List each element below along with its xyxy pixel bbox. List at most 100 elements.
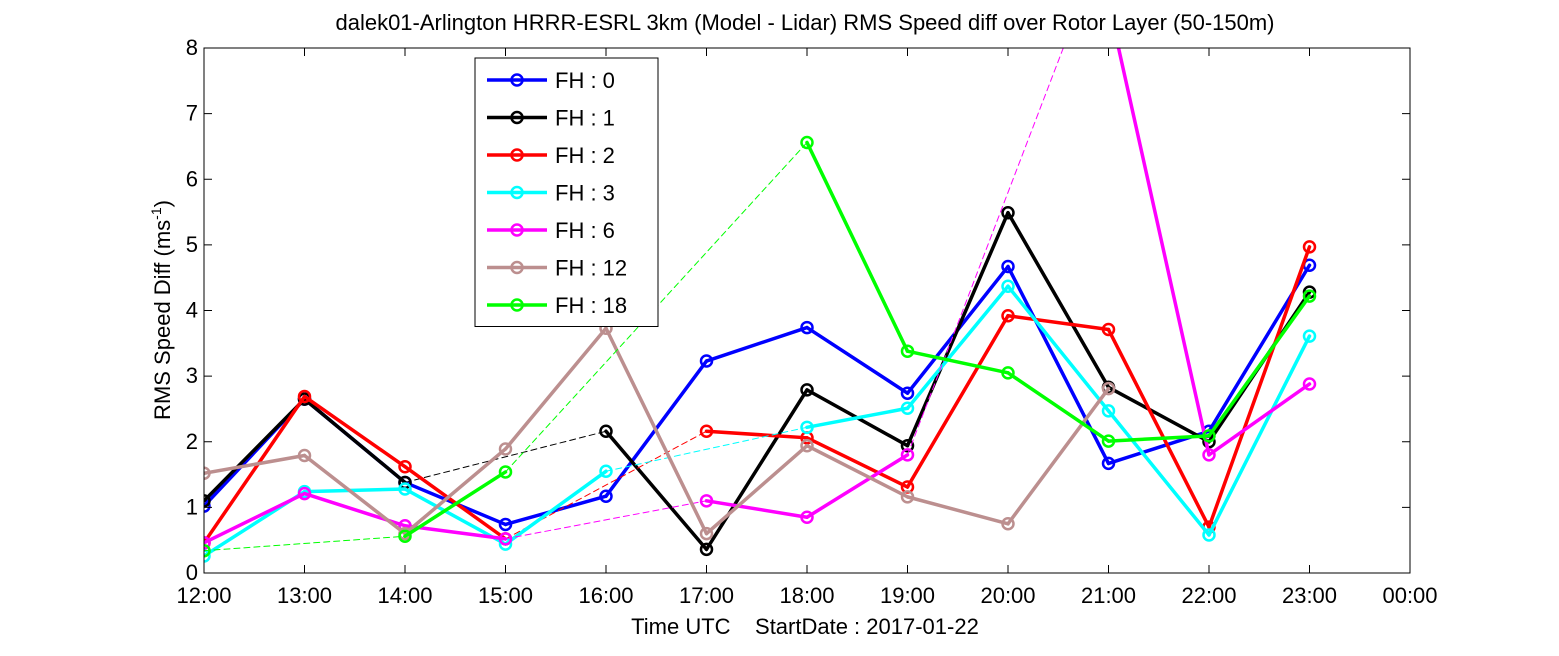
x-tick-label: 21:00 <box>1081 583 1136 608</box>
series-line-segment <box>302 397 407 485</box>
series-line-segment <box>704 429 809 440</box>
series-line-segment <box>1106 327 1211 529</box>
legend-entry-label: FH : 18 <box>555 293 627 318</box>
series-line-segment <box>403 447 508 536</box>
data-point <box>1001 205 1015 220</box>
data-point <box>900 344 915 358</box>
legend-swatch-marker <box>510 148 524 162</box>
series-line-segment <box>204 394 307 545</box>
data-point <box>1101 434 1116 448</box>
series-line-segment <box>1207 334 1312 537</box>
data-point <box>599 424 613 438</box>
y-axis-label: RMS Speed Diff (ms-1) <box>148 200 175 420</box>
series-line-segment <box>905 284 1010 411</box>
legend-entry-label: FH : 3 <box>555 181 615 206</box>
data-point <box>398 482 412 496</box>
series-gap-segment <box>404 430 607 483</box>
series-4 <box>204 48 1317 550</box>
series-gap-segment <box>605 426 808 472</box>
series-line-segment <box>704 388 809 552</box>
x-tick-label: 17:00 <box>679 583 734 608</box>
x-tick-label: 13:00 <box>277 583 332 608</box>
series-gap-segment <box>505 500 707 540</box>
series-line-segment <box>403 470 508 538</box>
data-point <box>1101 456 1116 471</box>
series-line-segment <box>805 453 910 519</box>
x-tick-label: 22:00 <box>1181 583 1236 608</box>
series-line-segment <box>604 429 709 552</box>
series-line-segment <box>204 453 307 475</box>
data-point <box>1001 259 1015 274</box>
x-tick-label: 18:00 <box>779 583 834 608</box>
series-line-segment <box>1006 284 1111 413</box>
series-line-segment <box>805 325 910 395</box>
series-gap-segment <box>204 535 406 552</box>
series-line-segment <box>1207 382 1312 457</box>
series-line-segment <box>805 406 910 430</box>
series-line-segment <box>1006 386 1111 526</box>
y-tick-label: 7 <box>186 101 198 126</box>
legend: FH : 0 FH : 1 FH : 2 FH : 3 FH : 6 FH : 12 FH … <box>474 57 659 327</box>
series-line-segment <box>1006 264 1111 466</box>
legend-entry-label: FH : 2 <box>555 143 615 168</box>
data-point <box>1202 528 1216 542</box>
data-point <box>900 438 915 453</box>
y-tick-label: 8 <box>186 35 198 60</box>
series-line-segment <box>604 326 709 536</box>
x-axis-label: Time UTC StartDate : 2017-01-22 <box>631 614 979 639</box>
data-point <box>297 389 312 404</box>
series-line-segment <box>503 469 608 546</box>
x-tick-label: 19:00 <box>880 583 935 608</box>
series-line-segment <box>704 499 809 519</box>
y-axis-label-close: ) <box>150 200 175 207</box>
data-point <box>498 532 513 546</box>
series-line-segment <box>1106 434 1211 443</box>
series-line-segment <box>905 314 1010 489</box>
data-point <box>1001 309 1015 323</box>
data-point <box>900 401 915 416</box>
data-point <box>699 542 714 557</box>
data-point <box>800 383 814 397</box>
series-line-segment <box>905 495 1010 526</box>
data-point <box>297 486 312 501</box>
y-axis-label-main: RMS Speed Diff (ms <box>150 220 175 420</box>
y-tick-label: 4 <box>186 298 198 323</box>
y-axis-label-unit-exponent: -1 <box>148 207 164 220</box>
data-point <box>800 438 814 453</box>
data-point <box>699 424 714 438</box>
series-gap-segment <box>907 48 1064 456</box>
data-point <box>204 494 211 508</box>
legend-swatch-marker <box>510 73 524 87</box>
series-line-segment <box>1207 294 1312 438</box>
series-line-segment <box>1106 409 1211 537</box>
series-line-segment <box>403 524 508 541</box>
series-line-segment <box>905 210 1010 448</box>
series-line-segment <box>503 494 608 527</box>
y-tick-label: 5 <box>186 232 198 257</box>
data-point <box>800 320 814 335</box>
data-point <box>1001 366 1015 380</box>
data-point <box>900 490 915 504</box>
data-point <box>1302 377 1317 391</box>
series-3 <box>204 279 1317 563</box>
data-point <box>1101 322 1116 337</box>
series-line-segment <box>1116 48 1211 457</box>
data-point <box>599 464 613 479</box>
x-tick-label: 15:00 <box>478 583 533 608</box>
chart-title: dalek01-Arlington HRRR-ESRL 3km (Model -… <box>335 10 1274 35</box>
data-point <box>1001 517 1015 531</box>
x-tick-label: 14:00 <box>377 583 432 608</box>
series-5 <box>204 321 1116 541</box>
legend-entry-label: FH : 1 <box>555 106 615 131</box>
data-point <box>398 529 412 543</box>
data-point <box>800 420 814 435</box>
data-point <box>1001 279 1015 293</box>
series-line-segment <box>805 436 910 489</box>
data-point <box>1302 329 1317 343</box>
legend-entry-label: FH : 12 <box>555 256 627 281</box>
series-gap-segment <box>505 430 707 540</box>
data-point <box>498 465 513 479</box>
legend-swatch-marker <box>510 223 524 237</box>
series-line-segment <box>1006 210 1111 390</box>
